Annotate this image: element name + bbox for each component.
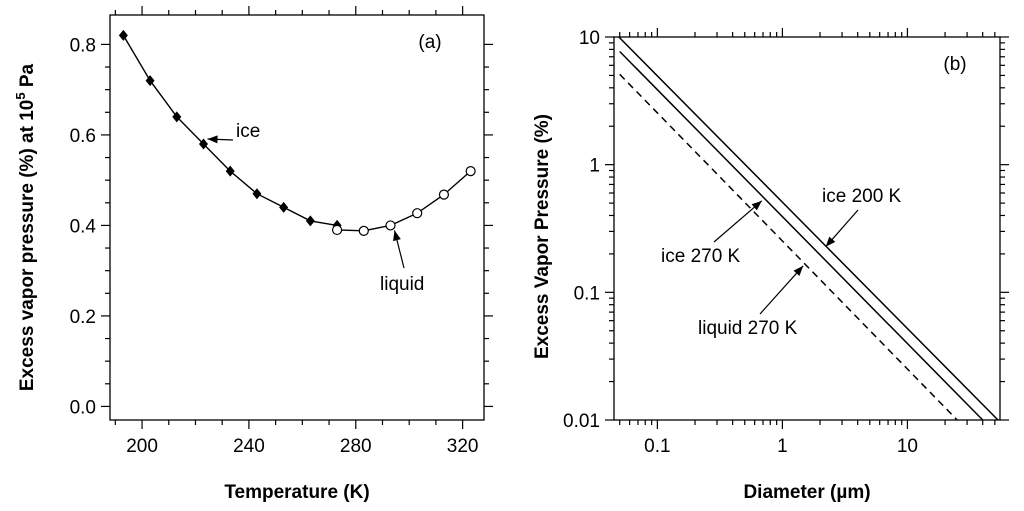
liquid-data-point — [412, 208, 423, 219]
ice-data-point — [145, 75, 155, 87]
series-line-ice-200-K — [618, 36, 999, 421]
y-axis-title: Excess vapor pressure (%) at 105 Pa — [13, 63, 38, 391]
series-line-ice — [122, 35, 338, 227]
panel-label: (a) — [418, 32, 441, 53]
ice-data-point — [279, 201, 289, 213]
annotation-arrow-ice — [207, 135, 234, 144]
annotation-ice-270k: ice 270 K — [661, 246, 741, 267]
y-tick-label: 0.1 — [574, 283, 600, 304]
y-tick-label: 0.4 — [70, 216, 97, 237]
liquid-data-point — [465, 166, 476, 177]
ice-data-point — [172, 111, 182, 123]
ice-data-point — [118, 29, 128, 41]
annotation-arrow-liquid — [393, 230, 405, 269]
plot-frame — [109, 14, 485, 421]
x-tick-label: 240 — [233, 436, 265, 457]
plot-frame — [613, 36, 1001, 421]
arrow-shaft — [759, 265, 804, 315]
ice-data-point — [225, 165, 235, 177]
y-tick-label: 0.01 — [563, 411, 600, 432]
x-axis-title: Temperature (K) — [224, 482, 369, 503]
arrow-head — [207, 135, 218, 144]
liquid-data-point — [385, 220, 396, 231]
y-axis-title-unit: Pa — [17, 63, 38, 92]
x-tick-label: 1 — [777, 436, 788, 457]
arrow-shaft — [713, 200, 763, 243]
x-axis-title: Diameter (µm) — [743, 482, 870, 503]
annotation-ice: ice — [236, 121, 260, 142]
series-line-liquid — [337, 170, 472, 232]
annotation-ice-200k: ice 200 K — [822, 186, 902, 207]
liquid-data-point — [331, 224, 343, 236]
ice-data-point — [305, 215, 315, 227]
y-tick-label: 1 — [589, 156, 600, 177]
panel-b-diameter-chart: 0.1 1 10 0.01 0.1 1 10 Diameter (µm) Excess Vapo… — [532, 28, 1009, 503]
series-line-liquid-270-K — [619, 73, 958, 421]
annotation-arrow-liquid-270k — [759, 265, 804, 315]
x-tick-label: 0.1 — [644, 436, 670, 457]
y-tick-label: 10 — [579, 28, 600, 49]
y-tick-label: 0.0 — [70, 397, 96, 418]
y-tick-label: 0.6 — [70, 126, 96, 147]
ice-data-point — [252, 188, 262, 200]
annotation-liquid-270k: liquid 270 K — [698, 318, 798, 339]
x-tick-label: 200 — [126, 436, 158, 457]
ice-data-point — [199, 138, 208, 150]
y-axis-title: Excess Vapor Pressure (%) — [532, 114, 553, 359]
arrow-head — [793, 265, 804, 277]
liquid-data-point — [438, 189, 450, 200]
arrow-head — [393, 230, 401, 242]
panel-label: (b) — [943, 54, 966, 75]
arrow-head — [825, 236, 836, 247]
y-axis-title-main: Excess vapor pressure (%) at 10 — [17, 100, 38, 392]
annotation-arrow-ice-270k — [713, 200, 763, 243]
y-tick-label: 0.2 — [70, 307, 96, 328]
liquid-data-point — [358, 225, 369, 236]
arrow-head — [751, 200, 762, 211]
x-tick-label: 320 — [447, 436, 479, 457]
series-line-ice-270-K — [619, 50, 984, 421]
x-tick-label: 10 — [897, 436, 918, 457]
y-axis-title-exponent: 5 — [13, 92, 28, 99]
x-tick-label: 280 — [340, 436, 372, 457]
panel-a-temperature-chart: 200 240 280 320 0.0 0.2 0.4 0.6 0.8 Temperature (… — [13, 6, 493, 503]
annotation-liquid: liquid — [380, 274, 424, 295]
y-tick-label: 0.8 — [70, 35, 96, 56]
annotation-arrow-ice-200k — [825, 209, 859, 248]
